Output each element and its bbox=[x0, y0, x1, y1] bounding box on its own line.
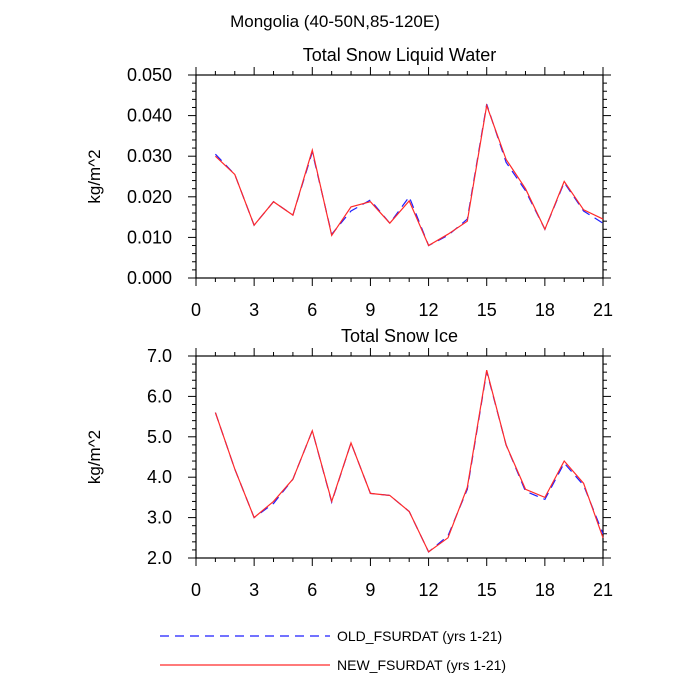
y-tick-label: 5.0 bbox=[147, 427, 172, 447]
x-tick-label: 6 bbox=[307, 300, 317, 320]
x-tick-label: 0 bbox=[191, 580, 201, 600]
x-tick-label: 21 bbox=[593, 300, 613, 320]
x-tick-label: 12 bbox=[419, 300, 439, 320]
x-tick-label: 18 bbox=[535, 580, 555, 600]
legend-new-label: NEW_FSURDAT (yrs 1-21) bbox=[337, 657, 506, 673]
panel-snow-liquid-water: Total Snow Liquid Water 0.000 0.010 0.020 0.… bbox=[85, 45, 613, 320]
x-tick-label: 18 bbox=[535, 300, 555, 320]
y-tick-label: 6.0 bbox=[147, 386, 172, 406]
series-line-new bbox=[214, 369, 604, 553]
x-tick-label: 9 bbox=[365, 580, 375, 600]
x-tick-label: 6 bbox=[307, 580, 317, 600]
panel-snow-ice: Total Snow Ice 2.0 3.0 4.0 5.0 6.0 7.0 0 3 6 9 12 15… bbox=[85, 326, 613, 600]
panel-title: Total Snow Liquid Water bbox=[303, 45, 496, 65]
x-tick-label: 21 bbox=[593, 580, 613, 600]
plot-frame bbox=[195, 355, 604, 559]
series-line-new bbox=[214, 103, 604, 247]
x-tick-label: 12 bbox=[419, 580, 439, 600]
series-line-old bbox=[214, 371, 604, 553]
y-axis-label: kg/m^2 bbox=[85, 149, 104, 203]
y-tick-label: 2.0 bbox=[147, 548, 172, 568]
plot-frame bbox=[195, 74, 604, 279]
y-tick-label: 0.000 bbox=[127, 268, 172, 288]
x-tick-label: 3 bbox=[249, 580, 259, 600]
y-axis-label: kg/m^2 bbox=[85, 430, 104, 484]
figure-title: Mongolia (40-50N,85-120E) bbox=[230, 12, 440, 31]
x-tick-label: 3 bbox=[249, 300, 259, 320]
y-tick-label: 0.040 bbox=[127, 106, 172, 126]
y-tick-label: 3.0 bbox=[147, 508, 172, 528]
legend: OLD_FSURDAT (yrs 1-21) NEW_FSURDAT (yrs … bbox=[160, 628, 506, 673]
y-tick-label: 0.050 bbox=[127, 65, 172, 85]
panel-title: Total Snow Ice bbox=[341, 326, 458, 346]
x-tick-label: 15 bbox=[477, 300, 497, 320]
series-line-old bbox=[214, 104, 604, 247]
x-tick-label: 9 bbox=[365, 300, 375, 320]
y-tick-label: 0.030 bbox=[127, 146, 172, 166]
legend-old-label: OLD_FSURDAT (yrs 1-21) bbox=[337, 628, 502, 644]
x-tick-label: 15 bbox=[477, 580, 497, 600]
x-tick-label: 0 bbox=[191, 300, 201, 320]
y-tick-label: 0.010 bbox=[127, 227, 172, 247]
y-tick-label: 0.020 bbox=[127, 187, 172, 207]
y-tick-label: 7.0 bbox=[147, 346, 172, 366]
y-tick-label: 4.0 bbox=[147, 467, 172, 487]
